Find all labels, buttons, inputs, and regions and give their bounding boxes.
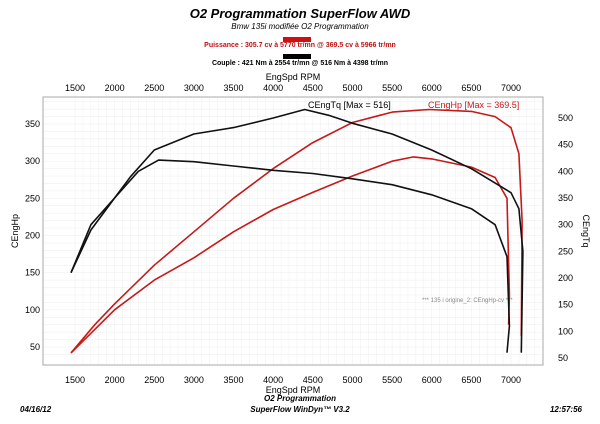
x-tick-label: 1500 <box>65 375 85 385</box>
y2-tick-label: 50 <box>558 353 568 363</box>
x-tick-label: 6000 <box>422 375 442 385</box>
y2-tick-label: 100 <box>558 326 573 336</box>
y2-tick-label: 450 <box>558 140 573 150</box>
x-tick-label-top: 7000 <box>501 83 521 93</box>
x-tick-label: 6500 <box>461 375 481 385</box>
plot-frame <box>42 96 544 366</box>
y2-tick-label: 200 <box>558 273 573 283</box>
series-line-cengtq-stock <box>70 159 511 353</box>
chart-title: O2 Programmation SuperFlow AWD <box>189 6 411 21</box>
x-tick-label-top: 5500 <box>382 83 402 93</box>
y2-tick-label: 250 <box>558 246 573 256</box>
x-tick-label-top: 4000 <box>263 83 283 93</box>
series-line-cenghp-stock <box>70 156 511 354</box>
y2-axis-title: CEngTq <box>581 214 591 247</box>
x-tick-label: 5000 <box>342 375 362 385</box>
x-tick-label-top: 2500 <box>144 83 164 93</box>
y2-tick-label: 400 <box>558 166 573 176</box>
footer-brand: O2 Programmation <box>263 394 336 403</box>
torque-legend-swatch <box>283 54 311 59</box>
x-tick-label-top: 5000 <box>342 83 362 93</box>
x-tick-label: 4500 <box>303 375 323 385</box>
torque-max-annotation: CEngTq [Max = 516] <box>308 100 391 110</box>
y-axis-title: CEngHp <box>10 214 20 248</box>
x-tick-label: 4000 <box>263 375 283 385</box>
y-tick-label: 200 <box>25 231 40 241</box>
footer-date: 04/16/12 <box>20 405 52 414</box>
x-tick-label-top: 4500 <box>303 83 323 93</box>
x-tick-label: 5500 <box>382 375 402 385</box>
x-tick-label-top: 6000 <box>422 83 442 93</box>
x-tick-label-top: 2000 <box>105 83 125 93</box>
chart-subtitle: Bmw 135i modifiée O2 Programmation <box>231 22 369 31</box>
y-tick-label: 300 <box>25 156 40 166</box>
x-axis-title-top: EngSpd RPM <box>266 72 321 82</box>
x-tick-label-top: 3500 <box>224 83 244 93</box>
x-tick-label: 2000 <box>105 375 125 385</box>
x-tick-label: 2500 <box>144 375 164 385</box>
y-tick-label: 350 <box>25 119 40 129</box>
y2-tick-label: 150 <box>558 300 573 310</box>
footer-time: 12:57:56 <box>549 405 582 414</box>
power-legend-swatch <box>283 37 311 42</box>
x-axis-title: EngSpd RPM <box>266 385 321 395</box>
torque-summary: Couple : 421 Nm à 2554 tr/mn @ 516 Nm à … <box>211 60 389 67</box>
x-tick-label-top: 6500 <box>461 83 481 93</box>
y2-tick-label: 500 <box>558 113 573 123</box>
series-line-cengtq-modified <box>70 108 524 353</box>
x-tick-label: 3000 <box>184 375 204 385</box>
x-tick-label: 3500 <box>224 375 244 385</box>
footer-software: SuperFlow WinDyn™ V3.2 <box>250 405 350 414</box>
x-tick-label: 7000 <box>501 375 521 385</box>
x-tick-label-top: 1500 <box>65 83 85 93</box>
y-tick-label: 50 <box>30 342 40 352</box>
y-tick-label: 250 <box>25 193 40 203</box>
x-tick-label-top: 3000 <box>184 83 204 93</box>
ghost-series-label: *** 135 i origine_2: CEngHp-cv *** <box>422 298 513 304</box>
y2-tick-label: 350 <box>558 193 573 203</box>
hp-max-annotation: CEngHp [Max = 369.5] <box>428 100 519 110</box>
y-tick-label: 100 <box>25 305 40 315</box>
power-summary: Puissance : 305.7 cv à 5770 tr/mn @ 369.… <box>204 42 396 49</box>
y-tick-label: 150 <box>25 268 40 278</box>
y2-tick-label: 300 <box>558 220 573 230</box>
